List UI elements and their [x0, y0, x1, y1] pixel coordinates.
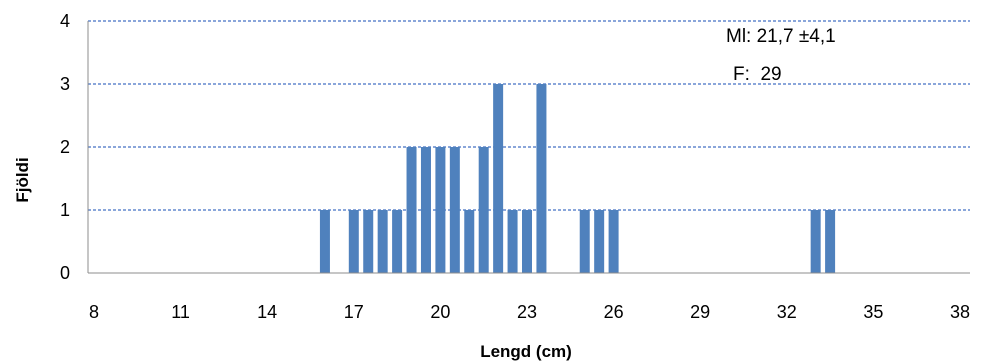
x-tick-label: 32: [777, 302, 797, 322]
x-tick-label: 14: [257, 302, 277, 322]
bar: [319, 210, 330, 273]
bar: [810, 210, 821, 273]
bar: [608, 210, 619, 273]
y-tick-label: 0: [60, 263, 70, 283]
bar: [507, 210, 518, 273]
bar: [536, 84, 547, 273]
bar: [435, 147, 446, 273]
bar: [406, 147, 417, 273]
bar: [579, 210, 590, 273]
y-tick-label: 3: [60, 74, 70, 94]
y-tick-label: 1: [60, 200, 70, 220]
bar: [348, 210, 359, 273]
bar: [392, 210, 403, 273]
x-tick-labels: 8 11 14 17 20 23 26 29 32 35 38: [89, 302, 970, 322]
bar: [478, 147, 489, 273]
y-tick-labels: 0 1 2 3 4: [60, 11, 70, 283]
x-tick-label: 35: [863, 302, 883, 322]
y-tick-label: 2: [60, 137, 70, 157]
bar: [363, 210, 374, 273]
count-annotation: F: 29: [733, 64, 782, 85]
x-tick-label: 17: [344, 302, 364, 322]
bar: [420, 147, 431, 273]
bar: [825, 210, 836, 273]
x-tick-label: 11: [171, 302, 190, 322]
mean-annotation: Ml: 21,7 ±4,1: [726, 26, 836, 47]
bar: [594, 210, 605, 273]
x-tick-label: 26: [604, 302, 624, 322]
x-tick-label: 29: [690, 302, 710, 322]
bars: [319, 84, 836, 273]
x-tick-label: 8: [89, 302, 99, 322]
x-axis-title: Lengd (cm): [480, 342, 572, 361]
bar: [449, 147, 460, 273]
gridlines: [88, 20, 970, 211]
y-tick-label: 4: [60, 11, 70, 31]
y-axis-title: Fjöldi: [13, 157, 32, 202]
bar: [377, 210, 388, 273]
bar: [522, 210, 532, 273]
x-tick-label: 38: [950, 302, 970, 322]
bar: [464, 210, 475, 273]
x-tick-label: 20: [430, 302, 450, 322]
bar: [493, 84, 504, 273]
x-tick-label: 23: [517, 302, 537, 322]
